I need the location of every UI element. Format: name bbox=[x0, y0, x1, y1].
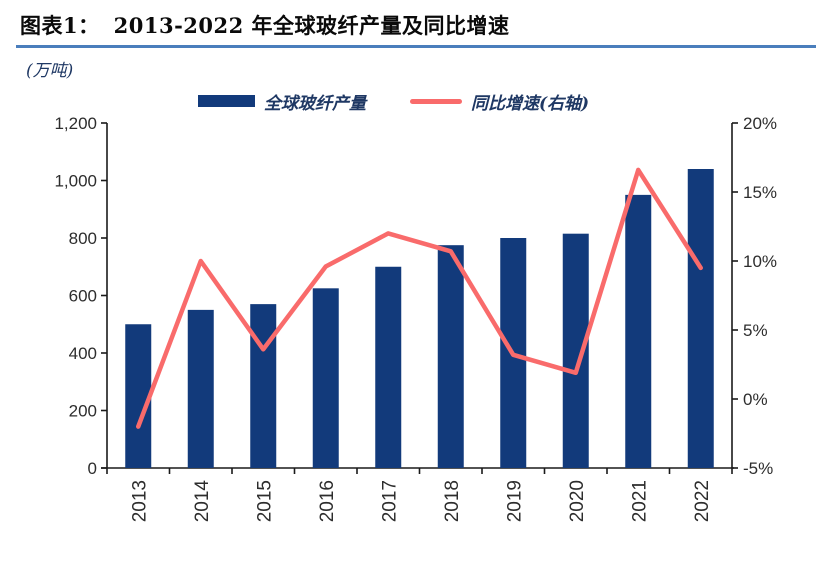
production-bar bbox=[312, 288, 339, 468]
left-axis-tick-label: 400 bbox=[69, 344, 97, 363]
x-axis-year-label: 2019 bbox=[504, 480, 525, 522]
right-axis-tick-label: 15% bbox=[743, 183, 777, 202]
x-axis-year-label: 2014 bbox=[192, 480, 213, 523]
left-axis-tick-label: 1,000 bbox=[54, 171, 97, 190]
legend-bar-label: 全球玻纤产量 bbox=[264, 93, 366, 114]
figure-number-label: 图表1： bbox=[20, 13, 100, 38]
left-axis-tick-label: 0 bbox=[88, 459, 97, 478]
x-axis-year-label: 2022 bbox=[692, 480, 713, 522]
production-bar bbox=[375, 266, 402, 468]
growth-rate-line bbox=[136, 167, 703, 429]
right-axis-tick-label: 10% bbox=[743, 252, 777, 271]
chart-legend: 全球玻纤产量 同比增速(右轴) bbox=[198, 91, 590, 114]
x-axis-year-label: 2020 bbox=[567, 480, 588, 522]
left-axis-tick-label: 1,200 bbox=[54, 114, 97, 133]
legend-bar-swatch-icon bbox=[198, 95, 255, 107]
right-axis-tick-label: 0% bbox=[743, 390, 768, 409]
production-bar bbox=[250, 304, 277, 468]
production-bar bbox=[187, 309, 214, 468]
left-axis-tick-label: 800 bbox=[69, 229, 97, 248]
x-axis-year-label: 2021 bbox=[629, 480, 650, 522]
x-axis-year-label: 2016 bbox=[317, 480, 338, 522]
left-axis-unit-label: (万吨) bbox=[26, 61, 74, 81]
left-axis-tick-label: 200 bbox=[69, 401, 97, 420]
x-axis-year-label: 2018 bbox=[442, 480, 463, 522]
production-bar bbox=[437, 245, 464, 468]
x-axis-year-label: 2015 bbox=[254, 480, 275, 522]
x-axis-year-label: 2017 bbox=[379, 480, 400, 522]
production-bar bbox=[625, 194, 652, 468]
title-underline bbox=[16, 45, 816, 48]
production-bar bbox=[125, 324, 152, 468]
right-axis-tick-label: 20% bbox=[743, 114, 777, 133]
x-axis-year-label: 2013 bbox=[129, 480, 150, 522]
production-bar bbox=[687, 169, 714, 468]
legend-line-label: 同比增速(右轴) bbox=[471, 93, 590, 114]
right-axis-tick-label: -5% bbox=[743, 459, 773, 478]
figure-title-row: 图表1： 2013-2022 年全球玻纤产量及同比增速 bbox=[20, 10, 510, 40]
legend-line-swatch-icon bbox=[410, 98, 462, 104]
figure-title: 2013-2022 年全球玻纤产量及同比增速 bbox=[113, 13, 510, 38]
right-axis-tick-label: 5% bbox=[743, 321, 768, 340]
left-axis-tick-label: 600 bbox=[69, 286, 97, 305]
